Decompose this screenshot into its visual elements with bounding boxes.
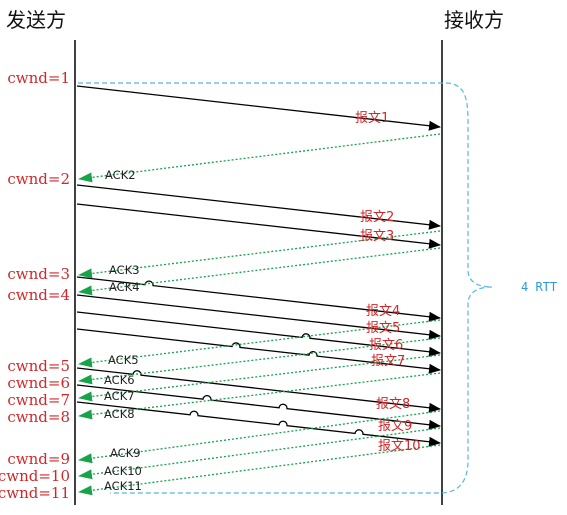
ack-arrow-8 (78, 372, 441, 420)
ack-arrow-3 (78, 230, 441, 279)
packet-label-5: 报文5 (366, 321, 400, 336)
cwnd-label-6: cwnd=6 (7, 374, 70, 392)
ack-label-7: ACK7 (104, 389, 135, 403)
ack-arrows (78, 133, 441, 496)
ack-arrow-7 (78, 354, 441, 402)
cwnd-label-11: cwnd=11 (0, 484, 70, 502)
ack-label-8: ACK8 (104, 407, 135, 421)
ack-label-5: ACK5 (108, 353, 139, 367)
cwnd-label-10: cwnd=10 (0, 467, 70, 485)
cwnd-label-1: cwnd=1 (7, 69, 70, 87)
packet-label-7: 报文7 (371, 354, 405, 369)
packet-label-3: 报文3 (360, 229, 394, 244)
ack-arrow-9 (78, 410, 441, 464)
packet-arrow-9 (76, 384, 441, 430)
ack-label-11: ACK11 (104, 479, 142, 493)
cwnd-label-7: cwnd=7 (7, 391, 70, 409)
ack-label-9: ACK9 (110, 446, 141, 460)
ack-arrow-2 (78, 133, 441, 183)
ack-arrow-10 (78, 427, 441, 480)
cwnd-label-8: cwnd=8 (7, 408, 70, 426)
cwnd-label-4: cwnd=4 (7, 286, 70, 304)
packet-arrow-2 (76, 184, 441, 230)
packet-arrow-10 (76, 401, 441, 447)
packet-label-10: 报文10 (378, 439, 421, 454)
sender-header: 发送方 (6, 8, 66, 32)
cwnd-label-3: cwnd=3 (7, 265, 70, 283)
packet-arrow-5 (76, 294, 441, 340)
ack-labels: ACK2 ACK3 ACK4 ACK5 ACK6 ACK7 ACK8 ACK9 … (104, 168, 142, 493)
packet-labels: 报文1 报文2 报文3 报文4 报文5 报文6 报文7 报文8 报文9 报文10 (355, 111, 421, 454)
cwnd-labels: cwnd=1 cwnd=2 cwnd=3 cwnd=4 cwnd=5 cwnd=… (0, 69, 70, 502)
cwnd-label-5: cwnd=5 (7, 357, 70, 375)
cwnd-label-2: cwnd=2 (7, 170, 70, 188)
packet-arrow-6 (76, 311, 441, 357)
packet-label-9: 报文9 (378, 419, 412, 434)
packet-arrow-4 (76, 276, 441, 322)
receiver-header: 接收方 (444, 8, 504, 32)
ack-label-2: ACK2 (105, 168, 136, 182)
ack-arrow-4 (78, 247, 441, 296)
packet-label-6: 报文6 (369, 338, 403, 353)
ack-label-3: ACK3 (109, 263, 140, 277)
packet-label-8: 报文8 (376, 397, 410, 412)
packet-label-1: 报文1 (355, 111, 389, 126)
packet-label-4: 报文4 (366, 304, 400, 319)
ack-arrow-5 (78, 319, 441, 368)
packet-arrow-1 (76, 85, 441, 131)
ack-arrow-11 (78, 444, 441, 496)
ack-label-10: ACK10 (104, 464, 142, 478)
packet-label-2: 报文2 (360, 210, 394, 225)
rtt-label: 4 RTT (521, 280, 557, 294)
ack-label-6: ACK6 (104, 373, 135, 387)
ack-label-4: ACK4 (109, 280, 140, 294)
ack-arrow-6 (78, 337, 441, 385)
rtt-bracket (78, 82, 493, 494)
cwnd-label-9: cwnd=9 (7, 450, 70, 468)
